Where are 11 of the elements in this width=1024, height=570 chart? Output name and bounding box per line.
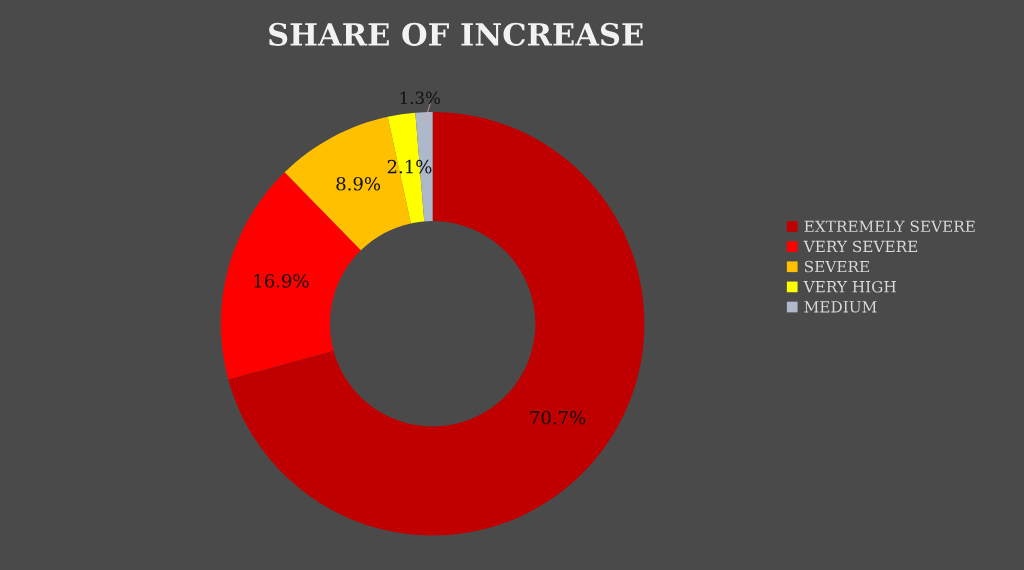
chart-title: SHARE OF INCREASE	[269, 22, 643, 46]
legend-label: VERY SEVERE	[803, 240, 918, 253]
legend-label: EXTREMELY SEVERE	[804, 220, 975, 233]
data-label: 70.7%	[530, 410, 586, 425]
legend-label: MEDIUM	[804, 301, 877, 313]
donut-slice	[228, 111, 645, 536]
legend-label: SEVERE	[804, 260, 869, 273]
data-label: 8.9%	[336, 176, 381, 191]
legend-label: VERY HIGH	[803, 280, 896, 293]
data-label: 1.3%	[400, 91, 440, 105]
data-label: 16.9%	[254, 274, 309, 288]
